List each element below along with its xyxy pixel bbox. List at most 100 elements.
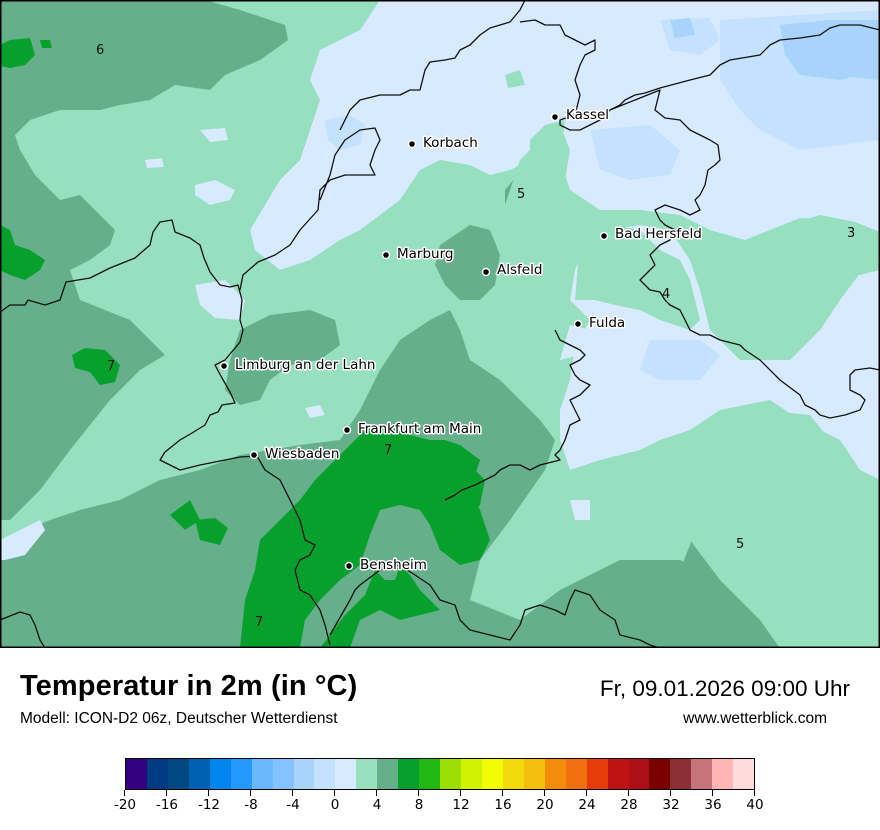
contour-label: 6 xyxy=(96,43,104,58)
city-markers: Kassel Korbach Bad Hersfeld Marburg Alsf… xyxy=(219,106,703,575)
legend-tick-label: 8 xyxy=(414,797,424,813)
contour-label: 7 xyxy=(107,359,115,374)
region-4-6-west xyxy=(0,0,288,520)
region-4-6-alsfeld xyxy=(435,225,500,300)
legend-colorbar xyxy=(125,758,755,790)
legend-swatch xyxy=(523,759,545,789)
region-2-4-north xyxy=(505,70,525,88)
legend-tick-label: 20 xyxy=(536,797,554,813)
contour-label: 3 xyxy=(847,226,855,241)
city-dot-icon xyxy=(573,319,583,329)
region-m2-0-center-east xyxy=(590,125,680,180)
legend-swatch xyxy=(440,759,461,789)
city-dot-icon xyxy=(599,231,609,241)
region-6-8-frankfurt-south xyxy=(240,425,490,648)
region-0-2-patch-8 xyxy=(570,500,590,520)
city-marburg[interactable]: Marburg xyxy=(381,245,455,264)
legend-tick xyxy=(208,790,210,796)
legend-tick-label: 24 xyxy=(578,797,596,813)
region-0-2-patch-2 xyxy=(145,158,164,168)
region-6-8-west xyxy=(0,225,45,280)
city-bad-hersfeld[interactable]: Bad Hersfeld xyxy=(599,225,703,244)
region-6-8-southwest-patch xyxy=(170,500,200,530)
city-label: Wiesbaden xyxy=(265,446,339,462)
region-m2-0-korbach xyxy=(325,115,365,150)
city-limburg[interactable]: Limburg an der Lahn xyxy=(219,356,377,375)
legend-swatch xyxy=(230,759,252,789)
forecast-datetime: Fr, 09.01.2026 09:00 Uhr xyxy=(599,676,850,701)
city-dot-icon xyxy=(550,112,560,122)
region-2-4-east xyxy=(790,215,880,275)
legend-swatch xyxy=(565,759,587,789)
legend-tick-label: 28 xyxy=(620,797,638,813)
legend-tick xyxy=(376,790,378,796)
city-dot-icon xyxy=(249,450,259,460)
region-6-8-southwest-patch-2 xyxy=(195,518,228,545)
legend-tick xyxy=(334,790,336,796)
legend-tick xyxy=(460,790,462,796)
legend-swatch xyxy=(314,759,336,789)
contour-label: 5 xyxy=(517,187,525,202)
legend-swatch xyxy=(649,759,671,789)
legend-tick-label: -20 xyxy=(113,797,137,813)
legend-swatch xyxy=(502,759,524,789)
city-fulda[interactable]: Fulda xyxy=(573,314,627,333)
city-label: Bad Hersfeld xyxy=(615,226,702,242)
legend-swatch xyxy=(398,759,420,789)
region-6-8-northwest-2 xyxy=(40,40,52,48)
legend-swatch xyxy=(544,759,566,789)
city-label: Korbach xyxy=(423,135,478,151)
chart-title: Temperatur in 2m (in °C) xyxy=(20,670,358,702)
city-label: Fulda xyxy=(589,315,625,331)
legend-tick-label: 32 xyxy=(662,797,680,813)
region-0-2-northeast xyxy=(250,0,880,480)
legend-swatch xyxy=(419,759,441,789)
legend-tick xyxy=(544,790,546,796)
legend-swatch xyxy=(126,759,147,789)
city-alsfeld[interactable]: Alsfeld xyxy=(481,261,544,280)
legend-tick-label: -4 xyxy=(286,797,300,813)
region-m2-0-southeast xyxy=(640,340,720,380)
city-korbach[interactable]: Korbach xyxy=(407,134,479,153)
legend-swatch xyxy=(481,759,503,789)
contour-label: 4 xyxy=(662,287,670,302)
region-0-2-patch-3 xyxy=(195,180,235,205)
website-link[interactable]: www.wetterblick.com xyxy=(683,710,827,727)
legend-swatch xyxy=(209,759,231,789)
model-source: Modell: ICON-D2 06z, Deutscher Wetterdie… xyxy=(20,710,338,727)
city-bensheim[interactable]: Bensheim xyxy=(344,556,428,575)
legend-swatch xyxy=(586,759,608,789)
region-2-4-kassel-corridor xyxy=(500,125,570,240)
color-legend: -20 -16 -12 -8 -4 0 4 8 12 16 20 24 28 32 36 40 xyxy=(114,758,764,813)
legend-swatch xyxy=(461,759,482,789)
legend-tick-label: -8 xyxy=(244,797,258,813)
city-wiesbaden[interactable]: Wiesbaden xyxy=(249,445,341,464)
contour-labels: 6 5 3 4 7 7 5 7 xyxy=(96,43,855,630)
city-kassel[interactable]: Kassel xyxy=(550,106,611,125)
legend-tick-label: 36 xyxy=(704,797,722,813)
legend-swatch xyxy=(293,759,315,789)
legend-tick xyxy=(712,790,714,796)
contour-label: 7 xyxy=(255,615,263,630)
map-frame xyxy=(0,0,880,648)
region-0-2-patch-1 xyxy=(200,128,228,142)
legend-tick-label: 40 xyxy=(746,797,764,813)
city-label: Bensheim xyxy=(360,557,427,573)
city-dot-icon xyxy=(344,561,354,571)
legend-tick-label: 0 xyxy=(330,797,340,813)
city-dot-icon xyxy=(407,139,417,149)
legend-swatch xyxy=(356,759,378,789)
legend-tick-label: -12 xyxy=(197,797,221,813)
legend-swatch xyxy=(670,759,692,789)
city-frankfurt[interactable]: Frankfurt am Main xyxy=(342,420,483,439)
legend-tick-label: 4 xyxy=(372,797,382,813)
city-dot-icon xyxy=(481,267,491,277)
city-dot-icon xyxy=(381,250,391,260)
contour-label: 7 xyxy=(384,443,392,458)
legend-swatch xyxy=(335,759,357,789)
region-m4-m2-northeast-2 xyxy=(670,18,695,38)
legend-swatch xyxy=(251,759,273,789)
legend-tick xyxy=(418,790,420,796)
legend-tick xyxy=(754,790,756,796)
legend-tick xyxy=(292,790,294,796)
